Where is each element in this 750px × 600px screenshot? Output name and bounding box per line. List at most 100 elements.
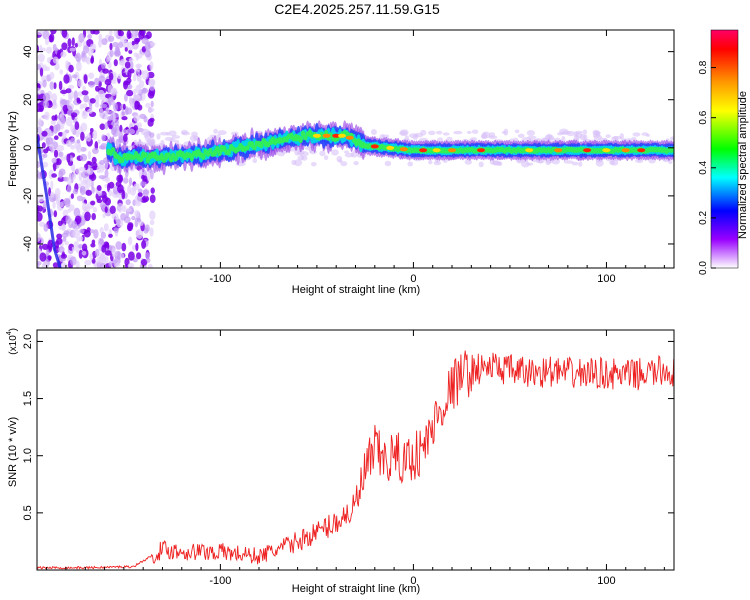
noise-speckle: [56, 50, 61, 59]
noise-speckle: [83, 45, 89, 54]
noise-speckle: [98, 39, 102, 48]
noise-speckle: [137, 192, 143, 197]
noise-speckle: [150, 100, 154, 108]
noise-speckle: [91, 213, 96, 221]
halo-speckle: [171, 135, 181, 139]
spectrogram-xtick-label: 0: [410, 273, 416, 285]
noise-speckle: [135, 229, 144, 239]
noise-speckle: [81, 57, 87, 63]
halo-speckle: [514, 129, 520, 134]
streak-line: [37, 135, 62, 268]
noise-speckle: [43, 223, 49, 232]
ridge-hotspot: [477, 148, 485, 153]
ridge-hotspot: [386, 145, 395, 150]
halo-speckle: [669, 136, 674, 141]
spectrogram-ytick-label: -40: [22, 236, 34, 252]
noise-speckle: [137, 188, 143, 193]
noise-speckle: [126, 207, 132, 213]
noise-speckle: [105, 107, 110, 115]
noise-speckle: [83, 229, 91, 238]
noise-speckle: [81, 250, 87, 256]
halo-speckle: [582, 129, 588, 135]
noise-speckle: [133, 114, 140, 122]
noise-speckle: [96, 166, 101, 174]
noise-speckle: [103, 223, 109, 232]
noise-speckle: [62, 236, 67, 242]
noise-speckle: [56, 145, 65, 152]
halo-speckle: [464, 159, 472, 165]
halo-speckle: [213, 128, 218, 134]
noise-speckle: [41, 161, 49, 168]
snr-plot: -100 0 100 0.5 1.0 1.5 2.0 Height of straight …: [6, 328, 675, 595]
noise-speckle: [145, 102, 151, 108]
noise-speckle: [39, 67, 44, 77]
snr-ytick-label: 1.0: [22, 448, 34, 463]
noise-speckle: [113, 227, 119, 233]
noise-speckle: [85, 56, 89, 64]
ridge-hotspot: [345, 135, 354, 140]
noise-speckle: [116, 193, 120, 198]
noise-speckle: [150, 169, 154, 180]
noise-speckle: [75, 168, 80, 174]
halo-speckle: [436, 130, 443, 135]
noise-speckle: [78, 235, 84, 242]
halo-speckle: [648, 157, 656, 164]
noise-speckle: [142, 189, 150, 195]
noise-speckle: [113, 102, 118, 112]
ridge-hotspot: [399, 147, 408, 152]
halo-speckle: [407, 161, 414, 167]
noise-speckle: [135, 242, 139, 252]
noise-speckle: [108, 72, 114, 81]
noise-speckle: [37, 53, 45, 63]
noise-speckle: [52, 262, 59, 268]
noise-speckle: [127, 251, 135, 261]
noise-speckle: [136, 74, 142, 82]
noise-speckle: [111, 247, 116, 258]
noise-speckle: [104, 250, 112, 256]
noise-speckle: [70, 124, 75, 133]
snr-multiplier-base: (x10: [8, 335, 19, 355]
spectrogram-xtick-label: 100: [597, 273, 615, 285]
noise-speckle: [54, 114, 58, 121]
noise-speckle: [50, 119, 57, 125]
noise-speckle: [104, 206, 108, 213]
noise-speckle: [140, 258, 148, 266]
halo-speckle: [526, 130, 536, 136]
ridge-cell: [120, 157, 125, 163]
ridge-hotspot: [322, 133, 331, 138]
noise-speckle: [128, 60, 134, 71]
noise-speckle: [105, 176, 110, 183]
noise-speckle: [41, 130, 48, 137]
snr-background: [37, 330, 674, 570]
noise-speckle: [51, 101, 58, 110]
noise-speckle: [119, 35, 128, 43]
ridge-cell: [138, 156, 144, 163]
noise-speckle: [78, 166, 86, 172]
noise-speckle: [39, 44, 43, 53]
halo-speckle: [488, 135, 498, 139]
noise-speckle: [107, 116, 113, 121]
halo-speckle: [156, 133, 161, 140]
noise-speckle: [37, 87, 42, 95]
noise-speckle: [37, 117, 43, 128]
noise-speckle: [147, 91, 155, 99]
noise-speckle: [91, 186, 95, 194]
noise-speckle: [127, 222, 134, 229]
halo-speckle: [641, 132, 649, 136]
halo-speckle: [181, 131, 190, 136]
noise-speckle: [53, 210, 58, 218]
noise-speckle: [90, 243, 96, 248]
noise-speckle: [135, 84, 142, 94]
noise-speckle: [73, 90, 79, 101]
halo-speckle: [370, 129, 377, 135]
ridge-hotspot: [370, 144, 379, 149]
noise-speckle: [78, 33, 85, 43]
noise-speckle: [89, 253, 94, 261]
halo-speckle: [319, 150, 326, 157]
noise-speckle: [97, 139, 101, 145]
figure-title: C2E4.2025.257.11.59.G15: [274, 1, 440, 17]
noise-speckle: [127, 184, 132, 195]
snr-ytick-label: 0.5: [22, 505, 34, 520]
noise-speckle: [116, 219, 121, 226]
